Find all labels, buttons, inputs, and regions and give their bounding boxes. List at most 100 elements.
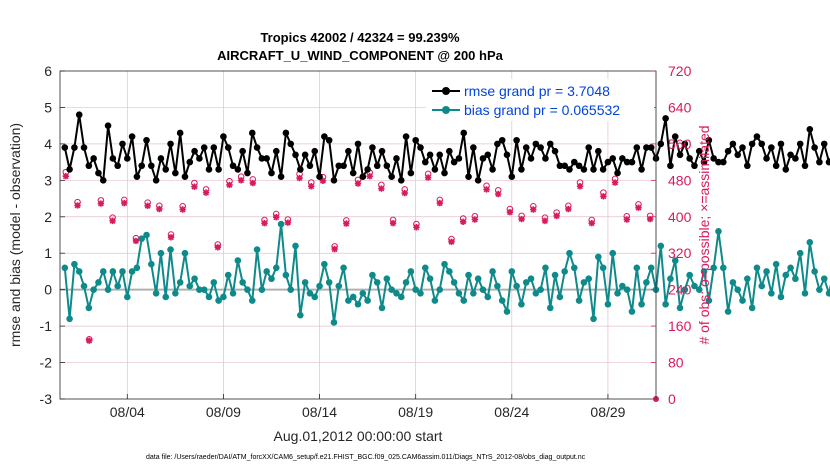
- rmse-point: [671, 133, 679, 140]
- rmse-point: [787, 151, 794, 159]
- rmse-point: [772, 162, 780, 170]
- x-tick-label: 08/04: [110, 404, 145, 420]
- obs-assimilated-marker: [565, 205, 572, 213]
- bias-point: [354, 300, 362, 308]
- bias-point: [224, 271, 232, 279]
- bias-point: [181, 249, 189, 257]
- bias-point: [729, 279, 737, 286]
- rmse-line: [63, 113, 830, 182]
- bias-point: [647, 264, 655, 272]
- bias-point: [494, 282, 501, 290]
- x-tick-layer: 08/04 08/09 08/14 08/19 08/24 08/29: [110, 394, 626, 420]
- bias-point: [359, 290, 367, 297]
- rmse-point: [119, 140, 126, 148]
- bias-point: [292, 242, 299, 250]
- y-right-tick-label: 720: [668, 63, 692, 79]
- bias-point: [148, 260, 155, 268]
- y-right-tick-label: 0: [668, 391, 676, 407]
- bias-point: [820, 275, 828, 283]
- rmse-point: [397, 177, 405, 184]
- rmse-point: [393, 155, 400, 162]
- bias-point: [229, 290, 237, 297]
- bias-point: [772, 260, 780, 268]
- x-tick-label: 08/14: [302, 404, 337, 420]
- bias-point: [628, 308, 636, 315]
- bias-point: [426, 275, 434, 283]
- obs-assimilated-marker: [424, 174, 432, 181]
- rmse-point: [287, 140, 295, 148]
- bias-point: [479, 286, 487, 293]
- rmse-point: [196, 155, 203, 162]
- bias-point: [580, 279, 588, 286]
- obs-assimilated-marker: [576, 183, 584, 190]
- obs-assimilated-marker: [343, 220, 350, 227]
- rmse-point: [359, 173, 367, 180]
- rmse-point: [446, 147, 453, 155]
- bias-point: [220, 293, 227, 301]
- x-tick-label: 08/29: [590, 404, 625, 420]
- bias-point: [373, 279, 381, 286]
- bias-point: [643, 279, 650, 286]
- y-left-tick-label: 4: [44, 136, 52, 152]
- rmse-point: [388, 173, 395, 180]
- bias-point: [258, 286, 266, 293]
- rmse-point: [330, 177, 338, 184]
- rmse-point: [248, 129, 256, 137]
- bias-point: [455, 290, 463, 297]
- bias-point: [801, 290, 809, 297]
- rmse-point: [133, 173, 141, 180]
- rmse-point: [715, 158, 722, 166]
- rmse-point: [801, 162, 809, 170]
- rmse-point: [172, 169, 179, 177]
- bias-point: [695, 286, 703, 293]
- bias-point: [753, 264, 761, 272]
- obs-assimilated-marker: [261, 219, 268, 227]
- bias-point: [239, 279, 246, 286]
- bias-point: [744, 275, 751, 283]
- bias-point: [306, 290, 314, 297]
- bias-point: [498, 297, 506, 304]
- rmse-point: [705, 136, 713, 144]
- y-right-tick-label: 80: [668, 355, 684, 371]
- rmse-point: [181, 173, 189, 180]
- bias-point: [345, 297, 352, 304]
- bias-point: [513, 282, 520, 290]
- rmse-point: [234, 166, 242, 173]
- bias-point: [143, 231, 150, 239]
- rmse-point: [215, 166, 222, 173]
- rmse-point: [508, 173, 516, 180]
- bias-point: [633, 264, 641, 272]
- rmse-point: [253, 144, 261, 151]
- y-left-tick-label: 2: [44, 209, 52, 225]
- obs-assimilated-marker: [483, 186, 490, 193]
- rmse-point: [412, 136, 419, 144]
- rmse-point: [532, 140, 540, 148]
- rmse-point: [128, 133, 136, 140]
- bias-point: [244, 286, 251, 293]
- bias-point: [196, 286, 203, 293]
- bias-point: [518, 300, 525, 308]
- rmse-point: [205, 166, 213, 173]
- obs-assimilated-marker: [506, 209, 514, 216]
- rmse-point: [758, 140, 766, 148]
- rmse-point: [494, 140, 501, 148]
- rmse-point: [75, 111, 83, 119]
- rmse-point: [95, 169, 102, 177]
- rmse-point: [825, 158, 830, 166]
- rmse-point: [80, 144, 88, 151]
- obs-assimilated-marker: [378, 185, 385, 192]
- obs-assimilated-marker: [272, 214, 280, 221]
- bias-point: [421, 264, 429, 272]
- bias-point: [138, 235, 146, 242]
- rmse-point: [383, 162, 391, 170]
- bias-point: [282, 271, 290, 279]
- bias-point: [446, 268, 453, 275]
- rmse-point: [604, 158, 612, 166]
- bias-point: [407, 268, 415, 275]
- y-right-tick-label: 480: [668, 172, 692, 188]
- bias-point: [128, 268, 136, 275]
- obs-assimilated-marker: [179, 206, 186, 213]
- obs-assimilated-marker: [308, 183, 315, 190]
- chart-title-line1: Tropics 42002 / 42324 = 99.239%: [260, 30, 460, 45]
- rmse-point: [614, 169, 621, 177]
